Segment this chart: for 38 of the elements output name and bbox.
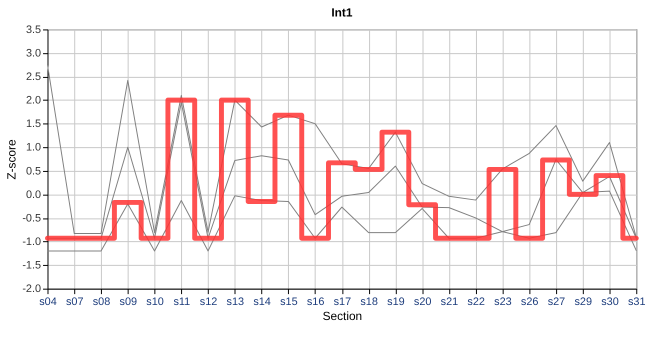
x-tick-label: s29 bbox=[574, 296, 592, 308]
x-tick-label: s12 bbox=[200, 296, 218, 308]
x-tick-label: s19 bbox=[387, 296, 405, 308]
y-tick-label: 3.5 bbox=[26, 24, 42, 36]
x-tick-label: s11 bbox=[173, 296, 190, 308]
x-tick-label: s04 bbox=[39, 296, 57, 308]
y-tick-label: 3.0 bbox=[26, 47, 42, 60]
y-tick-label: 1.5 bbox=[26, 118, 42, 130]
x-tick-label: s31 bbox=[628, 296, 646, 308]
x-tick-label: s21 bbox=[440, 296, 458, 308]
x-tick-label: s20 bbox=[414, 296, 432, 308]
x-tick-label: s30 bbox=[601, 296, 619, 308]
y-tick-label: 1.0 bbox=[26, 142, 42, 154]
x-tick-label: s18 bbox=[360, 296, 378, 308]
y-tick-label: 2.0 bbox=[26, 94, 42, 107]
y-tick-label: -1.5 bbox=[22, 260, 42, 272]
x-tick-label: s27 bbox=[548, 296, 566, 308]
y-tick-label: 2.5 bbox=[26, 71, 42, 84]
x-tick-label: s09 bbox=[120, 296, 138, 308]
x-tick-label: s16 bbox=[306, 296, 324, 308]
y-tick-label: -2.0 bbox=[22, 283, 42, 296]
y-axis-title: Z-score bbox=[4, 139, 18, 180]
x-tick-label: s10 bbox=[146, 296, 164, 308]
x-tick-label: s14 bbox=[253, 296, 271, 308]
x-tick-label: s26 bbox=[520, 296, 538, 308]
x-tick-label: s08 bbox=[92, 296, 110, 308]
y-tick-label: 0.5 bbox=[26, 165, 42, 178]
x-tick-label: s15 bbox=[280, 296, 298, 308]
x-tick-label: s17 bbox=[334, 296, 352, 308]
x-tick-label: s07 bbox=[66, 296, 84, 308]
y-tick-label: -0.5 bbox=[22, 212, 42, 224]
x-axis-title: Section bbox=[322, 308, 362, 323]
x-tick-label: s13 bbox=[226, 296, 244, 308]
x-tick-label: s22 bbox=[467, 296, 485, 308]
chart-title: Int1 bbox=[331, 6, 353, 20]
y-tick-label: -1.0 bbox=[22, 236, 42, 248]
y-tick-label: 0.0 bbox=[26, 188, 42, 201]
x-tick-label: s23 bbox=[494, 296, 512, 308]
